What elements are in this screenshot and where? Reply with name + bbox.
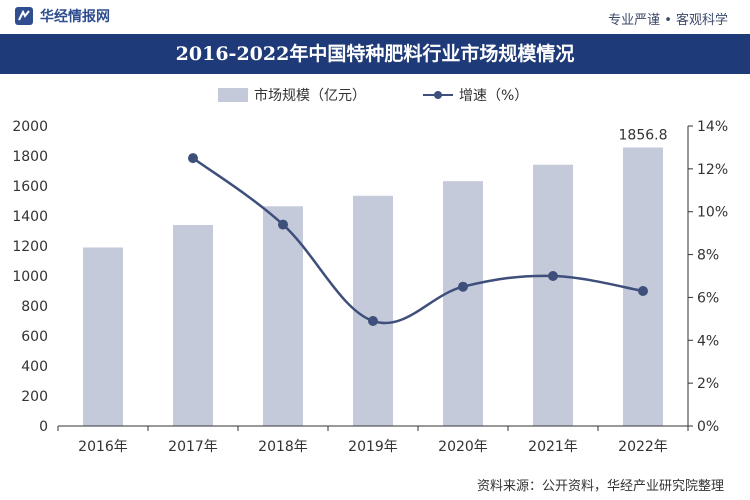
chart-title: 2016-2022年中国特种肥料行业市场规模情况 (175, 43, 575, 65)
left-tick-label: 1000 (12, 269, 48, 285)
data-labels: 1856.8 (619, 127, 668, 143)
right-tick-label: 12% (697, 162, 728, 178)
bar-2016年 (83, 247, 123, 426)
x-tick-label: 2016年 (78, 439, 128, 455)
left-tick-label: 1400 (12, 209, 48, 225)
right-tick-label: 8% (697, 248, 719, 264)
bar-2017年 (173, 225, 213, 426)
x-axis: 2016年 2017年 2018年 2019年 2020年 2021年 2022年 (57, 425, 689, 455)
growth-line (192, 157, 644, 325)
legend-line-label: 增速（%） (459, 88, 528, 104)
legend-line-marker (434, 91, 442, 99)
x-tick-label: 2019年 (348, 439, 398, 455)
right-tick-label: 6% (697, 290, 719, 306)
right-axis: 0% 2% 4% 6% 8% 10% 12% 14% (687, 119, 728, 435)
right-tick-label: 4% (697, 333, 719, 349)
right-tick-label: 10% (697, 205, 728, 221)
left-tick-label: 1800 (12, 149, 48, 165)
left-tick-label: 0 (39, 419, 48, 435)
right-tick-label: 0% (697, 419, 719, 435)
growth-point-2018年 (278, 219, 288, 230)
legend-bar-label: 市场规模（亿元） (254, 87, 366, 104)
left-tick-label: 1200 (12, 239, 48, 255)
x-tick-label: 2017年 (168, 439, 218, 455)
bar-2020年 (443, 181, 483, 426)
source-note: 资料来源：公开资料，华经产业研究院整理 (476, 479, 724, 494)
growth-line-layer (188, 153, 648, 326)
bar-2021年 (533, 164, 573, 426)
data-label-2022年: 1856.8 (619, 127, 668, 143)
bar-2019年 (353, 195, 393, 426)
left-tick-label: 1600 (12, 179, 48, 195)
left-tick-label: 600 (21, 329, 48, 345)
slogan: 专业严谨 • 客观科学 (608, 13, 728, 28)
left-axis: 0 200 400 600 800 1000 1200 1400 1600 1800 2000 (12, 119, 48, 435)
growth-point-2017年 (188, 153, 198, 164)
brand-name: 华经情报网 (40, 9, 110, 25)
growth-point-2022年 (638, 286, 648, 296)
bars-layer (83, 147, 663, 426)
legend-bar-swatch (218, 88, 248, 102)
left-tick-label: 200 (21, 389, 48, 405)
right-tick-label: 2% (697, 376, 719, 392)
x-tick-label: 2018年 (258, 439, 308, 455)
right-tick-label: 14% (697, 119, 728, 135)
bar-2018年 (263, 206, 303, 426)
left-tick-label: 400 (21, 359, 48, 375)
legend: 市场规模（亿元） 增速（%） (218, 87, 528, 104)
x-tick-label: 2021年 (528, 439, 578, 455)
left-tick-label: 2000 (12, 119, 48, 135)
left-tick-label: 800 (21, 299, 48, 315)
brand-logo-icon (15, 7, 33, 25)
title-bar: 2016-2022年中国特种肥料行业市场规模情况 (0, 34, 750, 74)
brand: 华经情报网 (14, 6, 110, 26)
top-bar: 华经情报网 专业严谨 • 客观科学 (0, 0, 750, 35)
growth-point-2020年 (458, 281, 468, 292)
chart-area: 市场规模（亿元） 增速（%） 0 200 400 600 800 1000 1200 1400 1… (12, 87, 728, 455)
growth-point-2021年 (548, 271, 558, 281)
x-tick-label: 2022年 (618, 439, 668, 455)
x-tick-label: 2020年 (438, 439, 488, 455)
growth-point-2019年 (368, 316, 378, 326)
